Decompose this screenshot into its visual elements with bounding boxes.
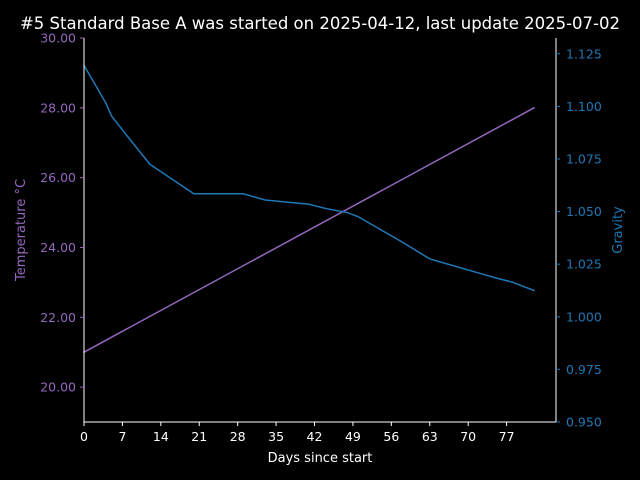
x-axis-label: Days since start: [268, 451, 373, 466]
y-left-tick-label: 26.00: [40, 170, 76, 185]
x-tick-label: 42: [307, 429, 323, 444]
y-right-tick-label: 1.125: [566, 46, 602, 61]
y-right-axis-ticks: 0.950 0.975 1.000 1.025 1.050 1.075 1.100 1.125: [556, 46, 602, 430]
y-right-tick-label: 1.025: [566, 257, 602, 272]
x-axis-ticks: 0 7 14 21 28 35 42 49 56 63 70 77: [80, 422, 515, 444]
y-right-axis-label: Gravity: [611, 206, 626, 254]
plot-area: [82, 38, 557, 423]
temperature-series-line: [82, 106, 536, 354]
x-tick-label: 77: [499, 429, 515, 444]
x-tick-label: 70: [460, 429, 476, 444]
y-left-tick-label: 20.00: [40, 380, 76, 395]
y-right-tick-label: 1.075: [566, 151, 602, 166]
y-right-tick-label: 0.950: [566, 415, 602, 430]
y-right-tick-label: 1.000: [566, 309, 602, 324]
chart-title: #5 Standard Base A was started on 2025-0…: [20, 14, 620, 33]
x-tick-label: 28: [230, 429, 246, 444]
y-right-tick-label: 0.975: [566, 362, 602, 377]
y-left-axis-ticks: 20.00 22.00 24.00 26.00 28.00 30.00: [40, 31, 84, 395]
x-tick-label: 7: [118, 429, 126, 444]
y-left-tick-label: 30.00: [40, 31, 76, 46]
y-right-tick-label: 1.100: [566, 99, 602, 114]
x-tick-label: 21: [191, 429, 207, 444]
x-tick-label: 14: [153, 429, 169, 444]
x-tick-label: 56: [383, 429, 399, 444]
y-left-tick-label: 24.00: [40, 240, 76, 255]
y-right-tick-label: 1.050: [566, 204, 602, 219]
x-tick-label: 63: [422, 429, 438, 444]
y-left-axis-label: Temperature °C: [14, 179, 29, 282]
x-tick-label: 0: [80, 429, 88, 444]
y-left-tick-label: 28.00: [40, 100, 76, 115]
x-tick-label: 35: [268, 429, 284, 444]
gravity-series-line: [82, 64, 536, 292]
x-tick-label: 49: [345, 429, 361, 444]
y-left-tick-label: 22.00: [40, 310, 76, 325]
